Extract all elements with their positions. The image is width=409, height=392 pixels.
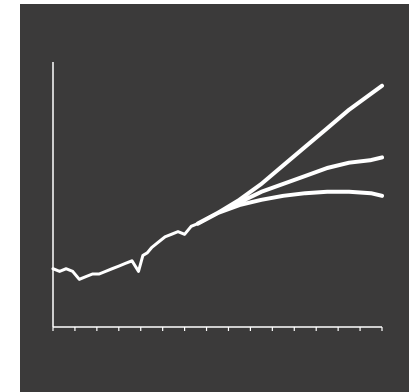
historical-line bbox=[51, 222, 200, 281]
projection-line-1 bbox=[195, 83, 384, 226]
x-axis-ticks bbox=[52, 327, 383, 331]
chart-axes bbox=[52, 62, 382, 328]
chart-lines bbox=[51, 83, 384, 281]
projection-line-3 bbox=[195, 189, 384, 226]
